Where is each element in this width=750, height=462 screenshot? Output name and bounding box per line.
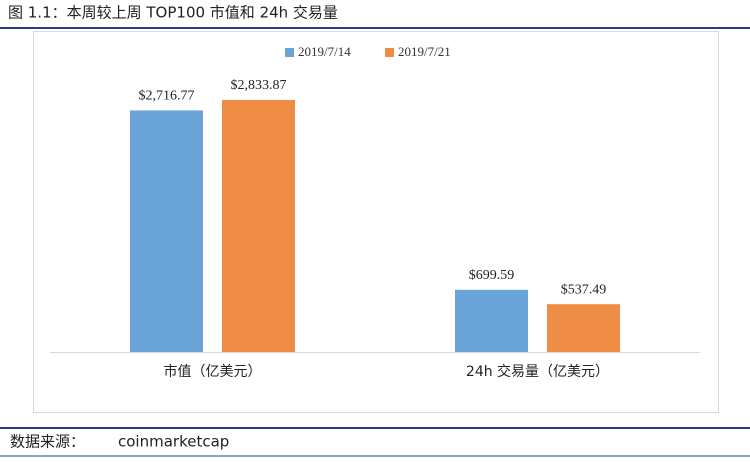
bar: [455, 289, 528, 352]
source: coinmarketcap: [118, 433, 229, 451]
legend-label: 2019/7/21: [398, 44, 451, 59]
source-label: 数据来源：: [10, 433, 85, 451]
bar: [547, 304, 620, 352]
legend-label: 2019/7/14: [298, 44, 351, 59]
data-label: $2,833.87: [231, 78, 287, 93]
x-tick-label: 24h 交易量（亿美元）: [466, 363, 609, 380]
data-label: $537.49: [561, 282, 607, 297]
figure-title: 图 1.1：本周较上周 TOP100 市值和 24h 交易量: [8, 4, 338, 22]
legend-swatch: [285, 48, 294, 57]
plot: 2019/7/14 2019/7/21 市值（亿美元） $2,716.77 $2,833…: [130, 44, 620, 380]
bar: [222, 100, 295, 352]
x-tick-label: 市值（亿美元）: [164, 363, 262, 380]
legend-swatch: [385, 48, 394, 57]
data-label: $2,716.77: [139, 89, 195, 104]
data-label: $699.59: [469, 268, 515, 283]
bar: [130, 110, 203, 352]
